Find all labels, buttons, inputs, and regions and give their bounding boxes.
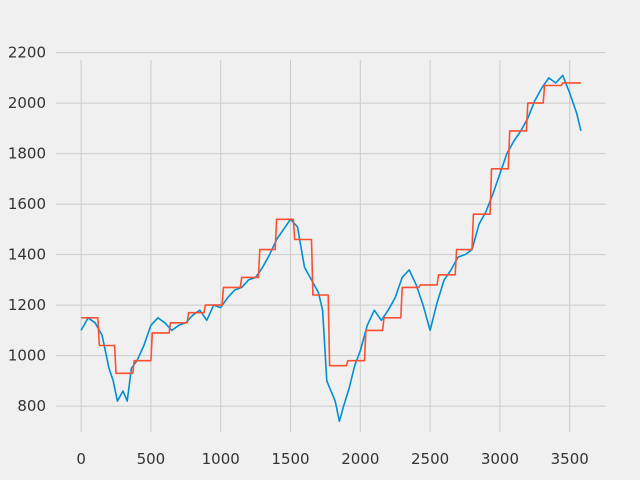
series-line-2 (81, 82, 581, 375)
x-tick-label: 2500 (411, 450, 449, 468)
grid (56, 52, 606, 432)
y-tick-label: 1400 (8, 246, 46, 264)
x-tick-label: 2000 (341, 450, 379, 468)
y-tick-label: 1200 (8, 296, 46, 314)
series-layer (80, 74, 582, 423)
y-tick-label: 2200 (8, 44, 46, 62)
y-tick-label: 1800 (8, 145, 46, 163)
y-tick-label: 2000 (8, 94, 46, 112)
x-tick-label: 3500 (551, 450, 589, 468)
x-tick-label: 0 (76, 450, 86, 468)
y-tick-label: 1000 (8, 347, 46, 365)
x-tick-label: 1000 (202, 450, 240, 468)
series-line-1 (80, 74, 582, 423)
tick-labels: 0 500 1000 1500 2000 2500 3000 3500 800 1000 1200 1… (8, 44, 589, 468)
x-tick-label: 500 (137, 450, 166, 468)
y-tick-label: 800 (17, 397, 46, 415)
y-tick-label: 1600 (8, 195, 46, 213)
x-tick-label: 3000 (481, 450, 519, 468)
x-tick-label: 1500 (271, 450, 309, 468)
